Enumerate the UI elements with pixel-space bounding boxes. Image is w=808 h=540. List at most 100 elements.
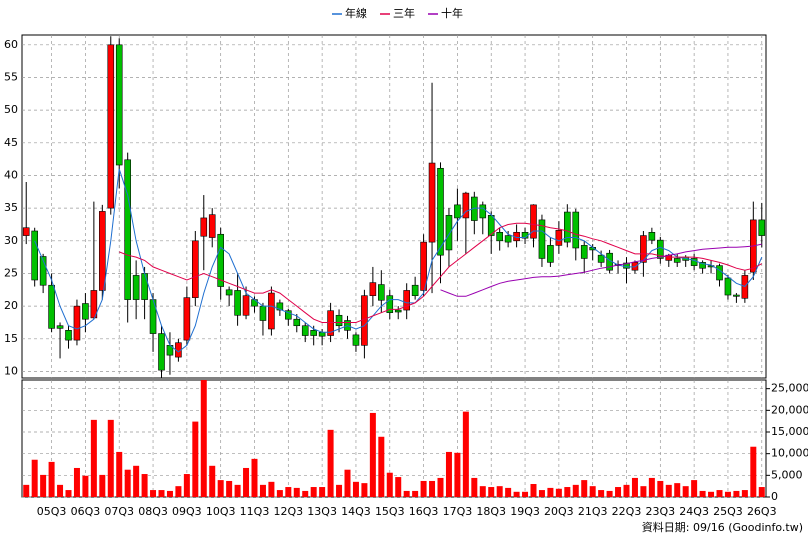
- volume-bar: [479, 486, 486, 497]
- x-tick-label: 14Q3: [341, 505, 371, 518]
- x-tick-label: 21Q3: [578, 505, 608, 518]
- candle-body: [437, 167, 444, 256]
- volume-bar: [708, 491, 715, 497]
- candle-body: [555, 230, 563, 246]
- x-tick-label: 08Q3: [138, 505, 168, 518]
- volume-bar: [429, 480, 436, 497]
- volume-bar: [471, 477, 478, 497]
- volume-bar: [640, 486, 647, 497]
- volume-bar: [699, 490, 706, 497]
- y-tick-label: 40: [4, 168, 18, 181]
- x-tick-label: 07Q3: [104, 505, 134, 518]
- volume-bar: [496, 486, 503, 497]
- candle-body: [124, 159, 131, 300]
- candle-body: [454, 204, 461, 219]
- volume-bar: [175, 486, 182, 497]
- volume-bar: [65, 490, 72, 497]
- x-tick-label: 22Q3: [612, 505, 642, 518]
- volume-bar: [615, 487, 622, 497]
- volume-bar: [716, 490, 723, 497]
- volume-bar: [378, 436, 385, 497]
- x-tick-label: 16Q3: [409, 505, 439, 518]
- candle-body: [420, 241, 427, 291]
- candle-body: [716, 265, 723, 281]
- candle-body: [276, 302, 284, 311]
- candle-body: [107, 44, 115, 209]
- x-tick-label: 20Q3: [544, 505, 574, 518]
- volume-bar: [555, 488, 562, 497]
- volume-bar: [547, 487, 554, 497]
- y2-tick-label: 0: [771, 490, 778, 503]
- candle-body: [631, 262, 639, 271]
- x-tick-label: 24Q3: [679, 505, 709, 518]
- ma-line: [440, 243, 762, 297]
- volume-bar: [589, 486, 596, 497]
- candle-body: [225, 289, 233, 296]
- volume-bar: [648, 477, 655, 497]
- volume-bar: [750, 446, 757, 497]
- volume-bar: [285, 487, 292, 497]
- volume-bar: [505, 487, 512, 497]
- volume-bar: [437, 477, 444, 497]
- volume-bar: [293, 487, 300, 497]
- candle-body: [648, 232, 656, 241]
- candle-body: [428, 162, 436, 243]
- candle-body: [378, 284, 385, 301]
- volume-bar: [31, 459, 38, 497]
- x-tick-label: 06Q3: [71, 505, 101, 518]
- volume-bar: [133, 465, 140, 497]
- candle-body: [141, 273, 148, 300]
- candle-body: [22, 227, 30, 236]
- volume-bar: [73, 467, 80, 497]
- x-tick-label: 10Q3: [206, 505, 236, 518]
- price-plot-area: [21, 34, 767, 379]
- candle-body: [293, 318, 301, 327]
- volume-bar: [302, 490, 309, 497]
- candle-body: [208, 214, 216, 238]
- volume-bar: [674, 483, 681, 497]
- volume-bar: [724, 491, 731, 497]
- y-tick-label: 35: [4, 201, 18, 214]
- candle-body: [285, 310, 292, 320]
- candle-body: [183, 297, 191, 341]
- volume-bar: [403, 490, 410, 497]
- volume-bar: [158, 490, 165, 497]
- candle-body: [268, 292, 275, 330]
- volume-bar: [741, 490, 748, 497]
- volume-bar: [631, 477, 638, 497]
- candle-body: [335, 314, 343, 327]
- legend-label: 三年: [393, 6, 415, 20]
- volume-bar: [57, 484, 64, 497]
- candle-body: [90, 290, 98, 319]
- volume-bar: [226, 480, 233, 497]
- volume-bar: [259, 484, 266, 497]
- y2-tick-label: 10,000: [771, 447, 808, 460]
- volume-bar: [462, 411, 469, 497]
- candle-body: [318, 331, 326, 337]
- x-tick-label: 12Q3: [273, 505, 303, 518]
- y-tick-label: 55: [4, 70, 18, 83]
- volume-bar: [454, 452, 461, 497]
- candle-body: [352, 334, 360, 346]
- candle-body: [65, 330, 72, 341]
- candle-body: [572, 211, 580, 249]
- volume-bar: [336, 484, 343, 497]
- volume-bar: [606, 490, 613, 497]
- x-tick-label: 11Q3: [240, 505, 270, 518]
- x-tick-label: 13Q3: [307, 505, 337, 518]
- candle-body: [234, 290, 241, 316]
- candle-body: [547, 245, 554, 263]
- candle-body: [259, 305, 267, 321]
- volume-bar: [319, 487, 326, 497]
- volume-bar: [40, 474, 47, 497]
- volume-bar: [48, 461, 55, 497]
- volume-bar: [581, 480, 588, 497]
- volume-bar: [522, 491, 529, 497]
- ma-line: [119, 222, 763, 323]
- candle-body: [623, 262, 630, 269]
- volume-bar: [572, 484, 579, 497]
- volume-bar: [183, 474, 190, 497]
- volume-bar: [150, 490, 157, 497]
- y2-tick-label: 25,000: [771, 382, 808, 395]
- y-tick-label: 25: [4, 266, 18, 279]
